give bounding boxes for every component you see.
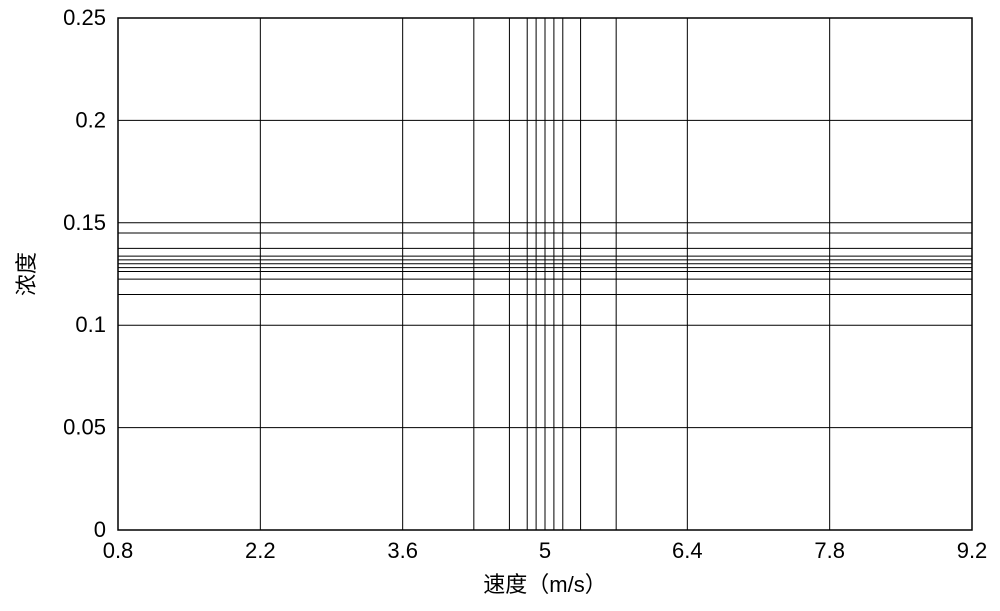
y-tick-label: 0.25 — [63, 5, 106, 30]
x-tick-label: 3.6 — [387, 538, 418, 563]
y-tick-label: 0.2 — [75, 107, 106, 132]
x-tick-label: 6.4 — [672, 538, 703, 563]
chart-container: 0.8 2.2 3.6 5 6.4 7.8 9.2 0 0.05 0.1 0.15 0.2 0.25 速度… — [0, 0, 1000, 611]
x-tick-label: 0.8 — [103, 538, 134, 563]
x-tick-label: 7.8 — [814, 538, 845, 563]
x-axis-label: 速度（m/s） — [483, 572, 606, 597]
y-tick-label: 0 — [94, 517, 106, 542]
y-tick-label: 0.15 — [63, 210, 106, 235]
y-tick-label: 0.05 — [63, 415, 106, 440]
x-tick-label: 2.2 — [245, 538, 276, 563]
y-axis-label: 浓度 — [14, 252, 39, 296]
x-tick-label: 9.2 — [957, 538, 988, 563]
chart-svg: 0.8 2.2 3.6 5 6.4 7.8 9.2 0 0.05 0.1 0.15 0.2 0.25 速度… — [0, 0, 1000, 611]
y-tick-label: 0.1 — [75, 312, 106, 337]
x-tick-label: 5 — [539, 538, 551, 563]
